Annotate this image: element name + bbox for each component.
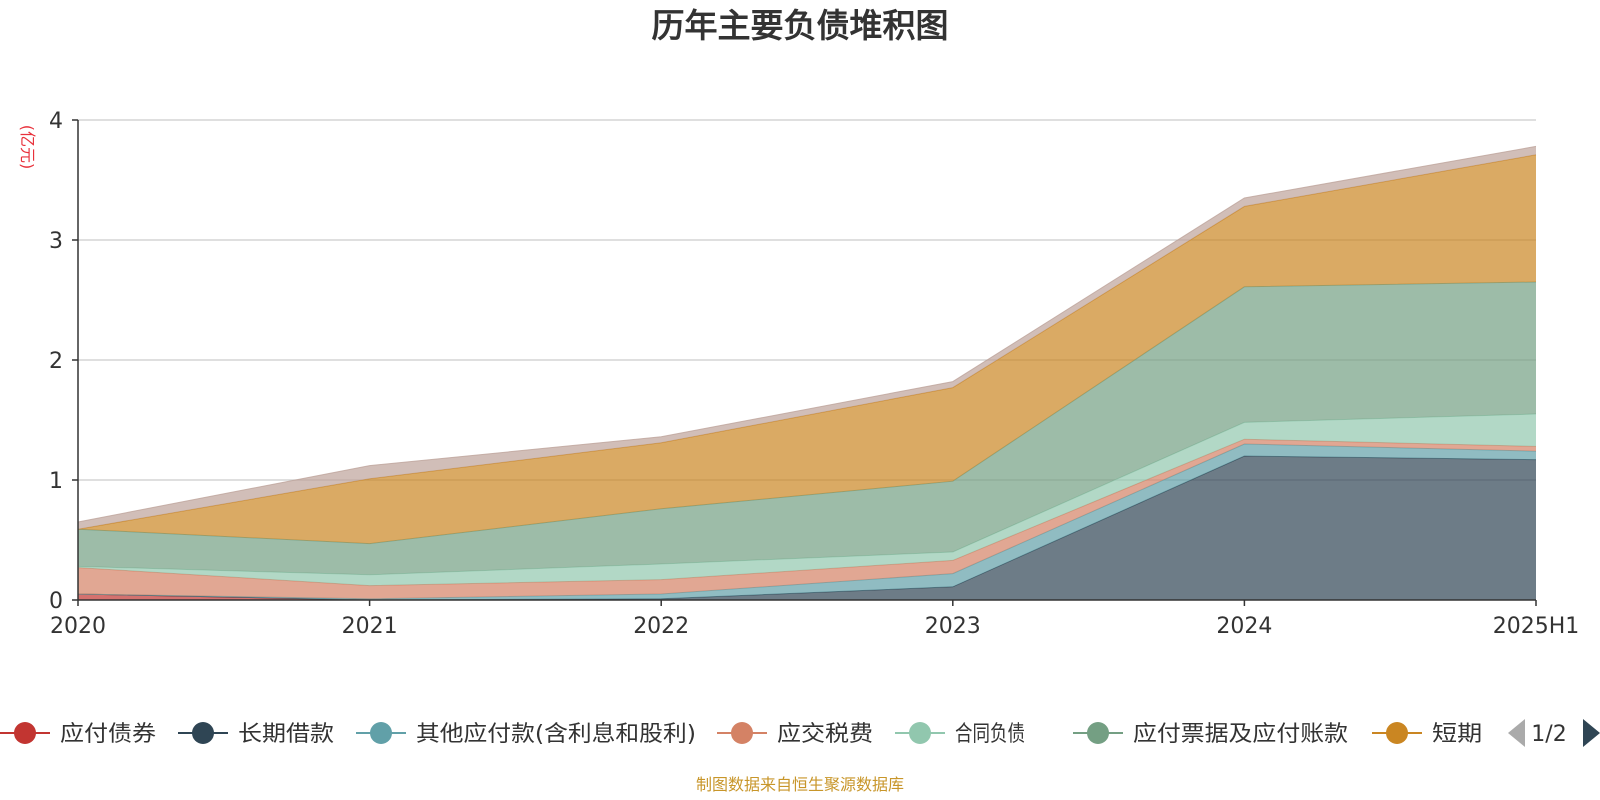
legend-next-arrow-icon[interactable]	[1583, 719, 1600, 747]
legend-label: 应付债券	[60, 722, 156, 747]
legend-item[interactable]: 应付债券	[0, 722, 156, 747]
legend-swatch-dot	[1087, 722, 1109, 744]
legend-item[interactable]: 应付票据及应付账款	[1073, 722, 1348, 747]
legend-label: 其他应付款(含利息和股利)	[416, 722, 696, 747]
area-series-line-6	[77, 154, 1537, 530]
y-tick-label: 3	[49, 229, 63, 254]
legend-pager: 1/2	[1508, 719, 1600, 747]
x-tick-label: 2024	[1216, 614, 1272, 639]
chart-title: 历年主要负债堆积图	[652, 6, 949, 45]
area-series-2	[78, 444, 1536, 600]
y-axis-unit-label: (亿元)	[18, 125, 37, 170]
legend: 应付债券 长期借款 其他应付款(含利息和股利) 应交税费 合同负债 应付票据及应付账款 短期…	[0, 722, 1492, 747]
x-tick-label: 2020	[50, 614, 106, 639]
legend-prev-arrow-icon[interactable]	[1508, 719, 1525, 747]
area-series-1	[78, 456, 1536, 600]
area-series-line-7	[77, 145, 1537, 523]
legend-item[interactable]: 其他应付款(含利息和股利)	[356, 722, 696, 747]
legend-swatch-dot	[1386, 722, 1408, 744]
axes: 0 1 2 3 4 2020 2021 2022 2023 2024 2025H1	[49, 109, 1579, 639]
legend-item[interactable]: 短期(	[1372, 722, 1492, 747]
legend-swatch-dot	[370, 722, 392, 744]
legend-label: 短期(	[1432, 722, 1492, 747]
y-tick-label: 0	[49, 589, 63, 614]
area-series-4	[78, 414, 1536, 586]
stacked-areas	[77, 145, 1537, 601]
legend-item[interactable]: 合同负债	[895, 722, 1025, 747]
y-tick-label: 1	[49, 469, 63, 494]
legend-swatch-dot	[731, 722, 753, 744]
area-series-5	[78, 282, 1536, 575]
legend-item[interactable]: 应交税费	[717, 722, 873, 747]
legend-swatch-dot	[909, 722, 931, 744]
legend-swatch-dot	[192, 722, 214, 744]
legend-label: 应交税费	[777, 722, 873, 747]
legend-label: 应付票据及应付账款	[1133, 722, 1348, 747]
y-tick-label: 4	[49, 109, 63, 134]
x-tick-label: 2021	[342, 614, 398, 639]
x-tick-label: 2023	[925, 614, 981, 639]
y-tick-label: 2	[49, 349, 63, 374]
x-tick-label: 2025H1	[1493, 614, 1580, 639]
legend-swatch-dot	[14, 722, 36, 744]
data-source-note: 制图数据来自恒生聚源数据库	[696, 775, 904, 794]
legend-label: 合同负债	[955, 722, 1025, 747]
legend-page-indicator: 1/2	[1531, 722, 1566, 747]
legend-item[interactable]: 长期借款	[178, 722, 334, 747]
x-tick-label: 2022	[633, 614, 689, 639]
legend-label: 长期借款	[238, 722, 334, 747]
area-series-3	[78, 439, 1536, 599]
